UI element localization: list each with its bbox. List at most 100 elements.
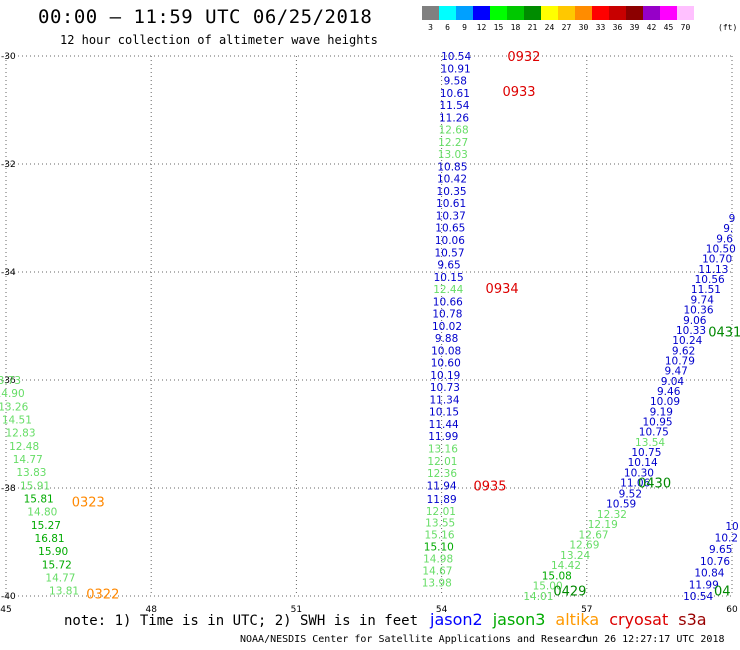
scale-label: 24 <box>544 23 555 32</box>
wave-height-value: 9.47 <box>664 366 687 378</box>
wave-height-value: 12.32 <box>597 509 627 521</box>
map-subtitle: 12 hour collection of altimeter wave hei… <box>60 33 378 47</box>
color-scale: 3 6 9 12 15 18 21 24 27 30 33 36 39 42 45 70 (ft) <box>422 6 737 32</box>
lat-tick-label: -34 <box>1 268 16 278</box>
wave-height-value: 15.27 <box>31 520 61 532</box>
pass-time-label: 0934 <box>486 282 519 297</box>
wave-height-value: 11.54 <box>439 100 469 112</box>
legend-cryosat: cryosat <box>609 610 669 629</box>
scale-label: 70 <box>680 23 691 32</box>
wave-height-value: 13.16 <box>428 444 458 456</box>
wave-height-value: 9. <box>723 223 733 235</box>
wave-height-value: 10.95 <box>643 417 673 429</box>
wave-height-value: 11.26 <box>439 112 469 124</box>
pass-time-label: 0323 <box>72 496 105 511</box>
wave-height-value: 14.01 <box>523 591 553 603</box>
wave-height-value: 12.67 <box>579 529 609 541</box>
scale-swatch <box>660 6 677 20</box>
wave-height-value: 9.6 <box>716 233 733 245</box>
wave-height-value: 10.54 <box>683 591 713 603</box>
wave-height-value: 12.01 <box>426 506 456 518</box>
wave-height-value: 9.06 <box>683 315 707 327</box>
wave-height-value: 12.68 <box>439 125 469 137</box>
map-title: 00:00 – 11:59 UTC 06/25/2018 <box>38 6 373 28</box>
scale-swatch <box>490 6 507 20</box>
wave-height-value: 11.94 <box>427 480 457 492</box>
wave-height-value: 10.79 <box>665 355 695 367</box>
lon-tick-label: 51 <box>291 605 302 615</box>
wave-height-value: 9.74 <box>691 294 715 306</box>
scale-label: 12 <box>476 23 487 32</box>
wave-height-value: 13.98 <box>422 578 452 590</box>
wave-height-value: 11.13 <box>698 264 728 276</box>
scale-swatch <box>609 6 626 20</box>
wave-height-value: 12.83 <box>5 428 35 440</box>
lat-tick-label: -38 <box>1 484 16 494</box>
wave-height-value: 9.88 <box>435 333 458 345</box>
scale-swatch <box>643 6 660 20</box>
wave-height-value: 10.37 <box>436 210 466 222</box>
wave-height-value: 13.55 <box>425 518 455 530</box>
pass-time-label: 0933 <box>502 85 535 100</box>
legend-altika: altika <box>555 610 600 629</box>
wave-height-value: 12.19 <box>588 519 618 531</box>
wave-height-value: 10.54 <box>441 51 471 63</box>
wave-height-value: 15.08 <box>542 570 572 582</box>
scale-label: 33 <box>595 23 606 32</box>
pass-time-label: 0429 <box>553 585 586 600</box>
wave-height-value: 12.01 <box>427 456 457 468</box>
scale-swatch <box>626 6 643 20</box>
wave-height-value: 14.90 <box>0 388 25 400</box>
wave-height-value: 9.04 <box>661 376 685 388</box>
wave-height-value: 15.91 <box>20 480 50 492</box>
wave-height-value: 10.73 <box>430 382 460 394</box>
scale-label: 18 <box>510 23 521 32</box>
wave-height-value: 10.76 <box>700 556 730 568</box>
wave-height-value: 13.73 <box>0 375 21 387</box>
wave-height-value: 11.51 <box>691 284 721 296</box>
wave-height-value: 14.51 <box>2 414 32 426</box>
wave-height-value: 14.77 <box>13 454 43 466</box>
wave-height-value: 10.65 <box>435 223 465 235</box>
wave-height-value: 14.80 <box>27 507 57 519</box>
wave-height-value: 10.42 <box>437 174 467 186</box>
wave-height-value: 11.99 <box>689 579 719 591</box>
wave-height-value: 13.26 <box>0 401 29 413</box>
pass-time-label: 0932 <box>507 50 540 65</box>
scale-swatch <box>541 6 558 20</box>
wave-height-value: 10.57 <box>434 247 464 259</box>
wave-height-value: 13.83 <box>16 467 46 479</box>
color-scale-labels: 3 6 9 12 15 18 21 24 27 30 33 36 39 42 45 70 <box>422 23 694 32</box>
wave-height-value: 10.56 <box>695 274 725 286</box>
scale-swatch <box>558 6 575 20</box>
wave-height-value: 10.14 <box>628 457 658 469</box>
wave-height-value: 11.44 <box>429 419 459 431</box>
wave-height-value: 9.62 <box>672 345 695 357</box>
wave-height-value: 10.70 <box>702 254 732 266</box>
lon-tick-label: 57 <box>581 605 592 615</box>
scale-swatch <box>507 6 524 20</box>
wave-height-value: 10.75 <box>639 427 669 439</box>
legend-jason3: jason3 <box>492 610 546 629</box>
wave-height-value: 15.00 <box>533 581 563 593</box>
wave-height-value: 14.77 <box>45 572 75 584</box>
legend: note: 1) Time is in UTC; 2) SWH is in fe… <box>64 610 717 629</box>
satellite-legend: jason2 jason3 altika cryosat s3a <box>430 610 717 629</box>
wave-height-value: 9.65 <box>709 544 732 556</box>
scale-swatch <box>524 6 541 20</box>
wave-height-value: 10.75 <box>631 447 661 459</box>
legend-note: note: 1) Time is in UTC; 2) SWH is in fe… <box>64 613 419 629</box>
wave-height-value: 10.91 <box>441 63 471 75</box>
wave-height-value: 10.61 <box>436 198 466 210</box>
wave-height-value: 15.81 <box>24 493 54 505</box>
lat-tick-label: -36 <box>1 376 16 386</box>
pass-time-label: 04 <box>714 585 731 600</box>
color-scale-unit: (ft) <box>718 23 738 32</box>
wave-height-value: 12.36 <box>427 468 457 480</box>
legend-jason2: jason2 <box>430 610 483 629</box>
wave-height-value: 10.06 <box>435 235 465 247</box>
pass-time-label: 0322 <box>86 587 119 602</box>
wave-height-value: 10.59 <box>606 499 636 511</box>
scale-label: 27 <box>561 23 572 32</box>
wave-height-value: 10.33 <box>676 325 706 337</box>
